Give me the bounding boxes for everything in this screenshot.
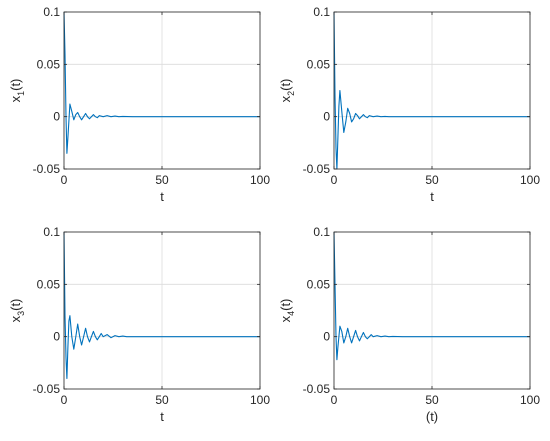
- x-tick-label: 100: [520, 173, 540, 187]
- y-tick-label: -0.05: [33, 162, 61, 176]
- x-tick-label: 100: [520, 393, 540, 407]
- x-axis-label: t: [430, 189, 434, 204]
- x-tick-label: 50: [425, 173, 439, 187]
- y-tick-label: 0.1: [313, 225, 330, 239]
- y-axis-label-suffix: (t): [8, 79, 23, 91]
- y-tick-label: 0.1: [313, 5, 330, 19]
- y-axis-label-suffix: (t): [8, 299, 23, 311]
- x-tick-label: 50: [425, 393, 439, 407]
- y-axis-label-suffix: (t): [278, 79, 293, 91]
- x-axis-label: t: [160, 189, 164, 204]
- y-axis-label-base: x: [8, 95, 23, 102]
- y-axis-label-subscript: 2: [286, 91, 296, 96]
- y-axis-label-subscript: 4: [286, 311, 296, 316]
- y-tick-label: 0.05: [307, 277, 331, 291]
- x-axis-label: t: [160, 409, 164, 424]
- x-tick-label: 0: [331, 173, 338, 187]
- x-tick-label: 50: [155, 173, 169, 187]
- y-tick-label: 0.05: [37, 277, 61, 291]
- y-tick-label: 0.05: [307, 57, 331, 71]
- series-line-1: [333, 11, 530, 170]
- y-tick-label: -0.05: [33, 382, 61, 396]
- y-axis-label-subscript: 1: [16, 91, 26, 96]
- x-tick-label: 0: [61, 173, 68, 187]
- y-axis-label: x2(t): [278, 79, 296, 103]
- x-tick-label: 100: [250, 393, 270, 407]
- y-axis-label: x4(t): [278, 299, 296, 323]
- series-line-1: [63, 231, 260, 380]
- y-tick-label: 0: [323, 110, 330, 124]
- x-tick-label: 100: [250, 173, 270, 187]
- y-axis-label: x1(t): [8, 79, 26, 103]
- y-tick-label: 0.05: [37, 57, 61, 71]
- y-axis-label-subscript: 3: [16, 311, 26, 316]
- y-tick-label: -0.05: [303, 382, 331, 396]
- y-tick-label: 0: [53, 110, 60, 124]
- y-axis-label: x3(t): [8, 299, 26, 323]
- series-line-1: [63, 11, 260, 154]
- y-tick-label: 0: [53, 330, 60, 344]
- series-line-1: [333, 231, 530, 361]
- y-axis-label-base: x: [278, 95, 293, 102]
- y-tick-label: 0.1: [43, 225, 60, 239]
- y-axis-label-base: x: [278, 315, 293, 322]
- x-tick-label: 50: [155, 393, 169, 407]
- x-tick-label: 0: [331, 393, 338, 407]
- y-tick-label: 0: [323, 330, 330, 344]
- x-tick-label: 0: [61, 393, 68, 407]
- y-tick-label: 0.1: [43, 5, 60, 19]
- y-tick-label: -0.05: [303, 162, 331, 176]
- y-axis-label-base: x: [8, 315, 23, 322]
- x-axis-label: (t): [426, 409, 438, 424]
- y-axis-label-suffix: (t): [278, 299, 293, 311]
